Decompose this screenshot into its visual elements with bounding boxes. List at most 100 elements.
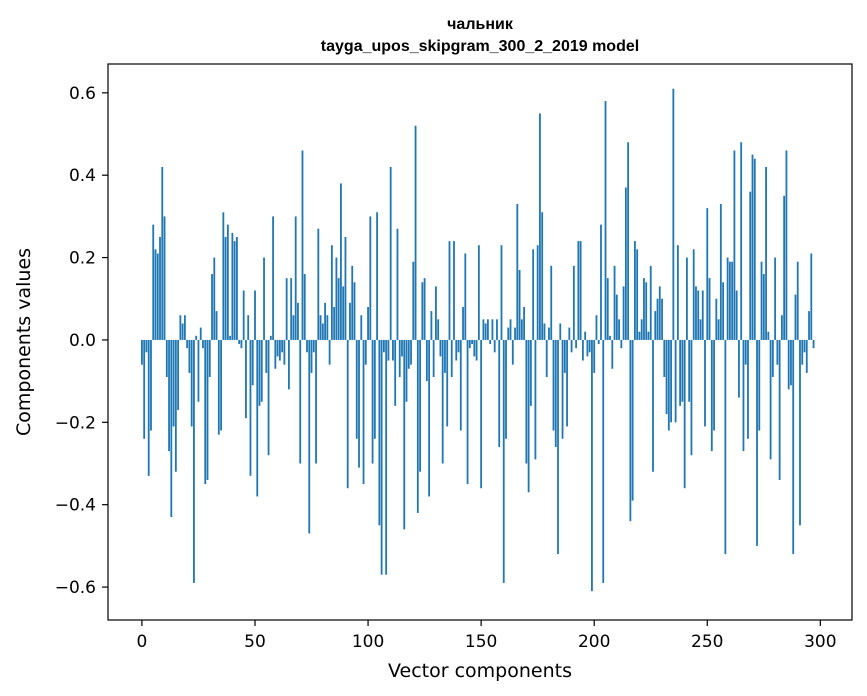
bar-component-204 <box>602 339 605 583</box>
bar-component-51 <box>256 339 259 497</box>
bar-component-206 <box>606 278 609 340</box>
bar-component-98 <box>362 339 365 485</box>
bar-component-117 <box>405 339 408 402</box>
bar-component-208 <box>611 339 614 369</box>
bar-component-249 <box>704 339 706 427</box>
bar-component-201 <box>595 315 598 340</box>
bar-component-140 <box>457 339 460 353</box>
bar-component-127 <box>428 339 431 497</box>
x-axis-label: Vector components <box>388 660 572 682</box>
bar-component-131 <box>437 319 440 340</box>
bar-component-31 <box>211 274 213 340</box>
bar-component-295 <box>808 311 810 340</box>
bar-component-129 <box>432 339 435 378</box>
bar-component-187 <box>563 339 566 373</box>
bar-component-10 <box>163 216 166 340</box>
bar-component-82 <box>326 315 329 340</box>
bar-component-78 <box>317 228 320 340</box>
bar-component-174 <box>534 339 537 460</box>
bar-component-61 <box>278 339 281 361</box>
bar-component-7 <box>156 253 159 340</box>
bar-component-50 <box>254 290 256 340</box>
bar-component-257 <box>722 282 725 340</box>
bar-component-286 <box>787 339 790 390</box>
bar-component-276 <box>765 166 767 340</box>
bar-component-47 <box>247 315 250 340</box>
bar-component-67 <box>292 315 295 340</box>
bar-component-139 <box>455 339 458 361</box>
y-axis: −0.6 −0.4 −0.2 0.0 0.2 0.4 0.6 <box>55 84 108 598</box>
bar-component-29 <box>206 339 209 480</box>
bar-component-85 <box>333 306 336 340</box>
bar-component-250 <box>706 208 709 340</box>
bar-component-100 <box>367 306 369 340</box>
bar-component-292 <box>801 339 804 365</box>
bar-component-175 <box>536 245 539 340</box>
y-tick-label: 0.4 <box>69 166 96 186</box>
bar-component-18 <box>181 323 184 340</box>
bar-component-25 <box>197 339 200 402</box>
bar-component-13 <box>170 339 173 518</box>
bar-component-179 <box>545 339 548 378</box>
bar-component-152 <box>484 323 487 340</box>
bar-component-185 <box>559 323 562 340</box>
bar-component-147 <box>473 339 476 357</box>
bar-component-19 <box>183 315 186 340</box>
bar-component-23 <box>193 339 195 583</box>
bar-component-73 <box>306 339 308 353</box>
bar-component-103 <box>373 339 376 439</box>
bar-component-135 <box>446 339 449 427</box>
bar-component-58 <box>272 216 274 340</box>
bar-component-141 <box>459 339 462 431</box>
bar-component-24 <box>195 335 198 340</box>
bar-component-190 <box>570 339 573 353</box>
bar-component-289 <box>794 294 797 340</box>
bar-component-274 <box>760 261 763 340</box>
chart-title: чальник <box>447 16 514 33</box>
bar-component-173 <box>532 249 535 340</box>
bar-component-64 <box>285 278 288 340</box>
bar-component-184 <box>557 339 559 555</box>
bar-component-62 <box>281 339 284 353</box>
bar-component-167 <box>518 269 521 340</box>
bar-component-151 <box>482 319 485 340</box>
bar-component-59 <box>274 339 277 369</box>
bar-component-243 <box>690 339 693 456</box>
bar-component-252 <box>710 339 713 452</box>
bar-component-171 <box>527 339 530 493</box>
bar-component-246 <box>697 290 700 340</box>
bar-component-163 <box>509 319 512 340</box>
bar-component-230 <box>661 298 663 340</box>
bar-component-21 <box>188 339 191 373</box>
bar-component-281 <box>776 339 779 365</box>
y-tick-label: 0.6 <box>69 84 96 104</box>
bar-component-1 <box>143 339 146 439</box>
bar-component-45 <box>242 290 245 340</box>
bar-component-182 <box>552 339 555 431</box>
bar-component-268 <box>747 339 749 439</box>
bar-component-92 <box>349 302 351 340</box>
bar-component-159 <box>500 245 503 340</box>
bar-component-231 <box>663 339 666 378</box>
bar-component-81 <box>324 302 326 340</box>
bar-component-70 <box>299 339 302 464</box>
bar-component-36 <box>222 212 225 340</box>
bar-component-220 <box>638 331 641 340</box>
bar-component-285 <box>785 150 788 340</box>
bar-component-105 <box>378 339 381 526</box>
bar-component-205 <box>604 101 607 340</box>
bar-component-94 <box>353 282 356 340</box>
x-axis: 0 50 100 150 200 250 300 <box>137 620 837 652</box>
bar-component-172 <box>529 339 532 406</box>
bar-component-287 <box>790 339 792 386</box>
bar-component-16 <box>177 339 180 410</box>
bar-component-53 <box>260 339 263 402</box>
y-tick-label: −0.2 <box>55 413 96 433</box>
bar-component-199 <box>591 339 593 592</box>
bar-component-114 <box>398 339 401 378</box>
bar-component-27 <box>202 339 204 349</box>
bar-component-229 <box>658 286 661 340</box>
bar-component-263 <box>735 290 738 340</box>
bar-component-261 <box>731 261 734 340</box>
bar-component-97 <box>360 315 363 340</box>
